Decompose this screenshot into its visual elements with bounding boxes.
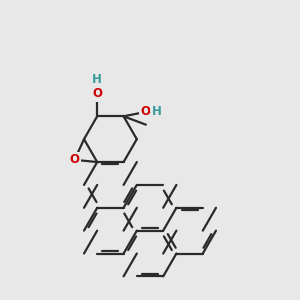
Text: O: O — [92, 87, 102, 101]
Text: O: O — [141, 105, 151, 119]
Text: H: H — [92, 73, 102, 86]
Text: O: O — [70, 153, 80, 167]
Text: H: H — [152, 105, 161, 119]
